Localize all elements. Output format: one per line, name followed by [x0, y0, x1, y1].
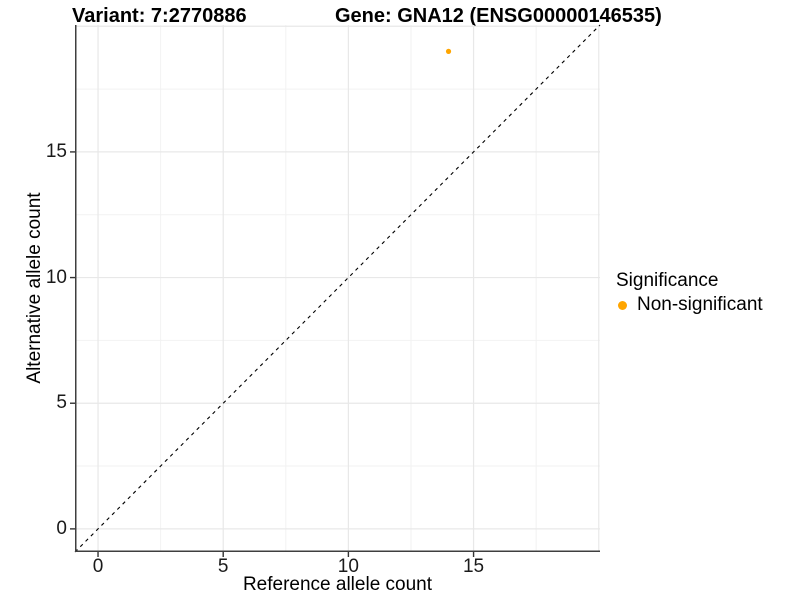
x-axis-title: Reference allele count	[242, 574, 433, 595]
legend: Significance Non-significant	[616, 270, 763, 316]
identity-line	[74, 24, 601, 553]
y-tick-label: 10	[45, 266, 67, 288]
x-tick-label: 15	[462, 556, 485, 577]
legend-key-dot-icon	[618, 300, 627, 310]
plot-title-variant: Variant: 7:2770886	[72, 5, 247, 27]
y-tick-label: 0	[56, 517, 67, 539]
x-tick-label: 0	[92, 556, 104, 577]
x-tick-label: 10	[337, 556, 359, 577]
plot-title-gene: Gene: GNA12 (ENSG00000146535)	[335, 5, 662, 27]
plot-panel	[70, 24, 601, 557]
data-point	[445, 48, 452, 54]
y-tick-label: 15	[45, 140, 67, 162]
y-tick-label: 5	[56, 392, 67, 414]
legend-entry-label: Non-significant	[637, 294, 763, 315]
x-tick-label: 5	[217, 556, 229, 577]
legend-entry: Non-significant	[616, 294, 763, 316]
y-axis-title: Alternative allele count	[24, 192, 45, 384]
plot-canvas	[70, 24, 601, 557]
legend-title: Significance	[616, 270, 719, 291]
